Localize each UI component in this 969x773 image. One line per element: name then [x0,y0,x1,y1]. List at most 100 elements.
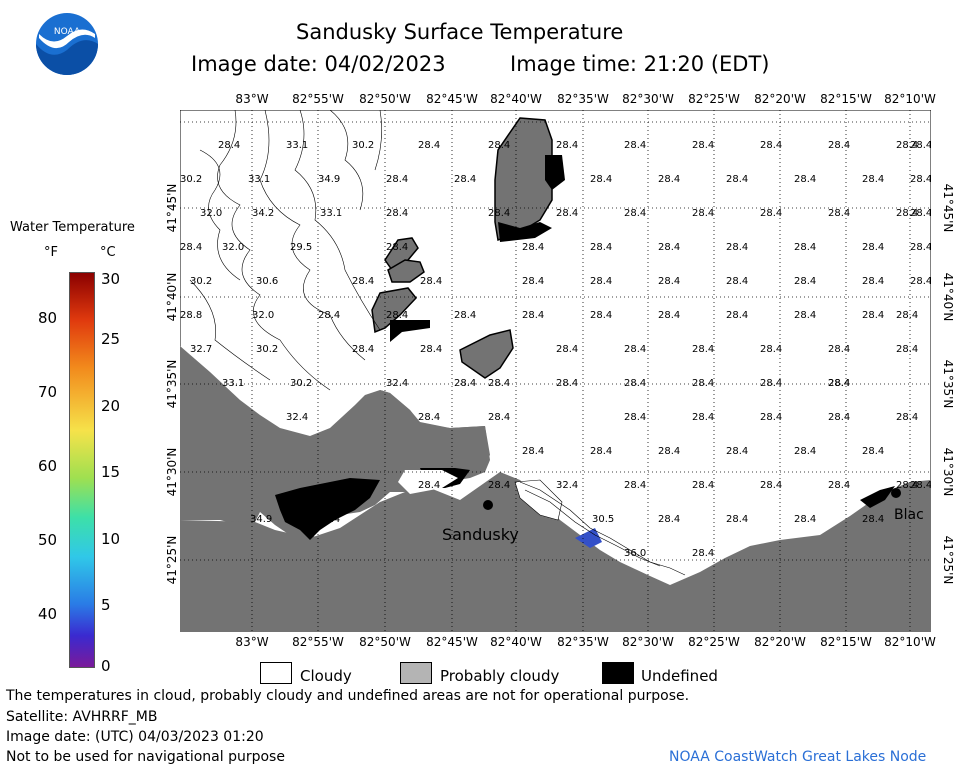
lon-label-top: 82°20'W [754,92,806,106]
lat-label-left: 41°40'N [165,272,179,322]
temperature-value: 34.2 [252,208,274,219]
temperature-value: 28.4 [794,446,816,457]
temperature-value: 33.1 [320,208,342,219]
temperature-value: 32.0 [222,242,244,253]
legend-undefined-label: Undefined [641,667,718,685]
legend-undefined-swatch [602,662,634,684]
unit-f: °F [44,245,58,260]
graticule [180,110,931,632]
temperature-value: 28.4 [828,140,850,151]
temperature-value: 28.4 [418,480,440,491]
colorbar-c-tick: 25 [101,330,121,348]
temperature-value: 28.4 [488,140,510,151]
temperature-value: 28.4 [352,480,374,491]
temperature-value: 28.4 [760,412,782,423]
temperature-value: 28.4 [658,514,680,525]
temperature-value: 28.4 [522,310,544,321]
temperature-value: 28.4 [218,140,240,151]
temperature-value: 28.4 [828,480,850,491]
temperature-value: 28.4 [556,378,578,389]
temperature-value: 28.4 [658,174,680,185]
temperature-value: 28.4 [692,208,714,219]
lon-label-bottom: 82°45'W [426,635,478,649]
temperature-value: 28.4 [794,514,816,525]
temperature-value: 28.4 [862,174,884,185]
map-title: Sandusky Surface Temperature [296,20,624,44]
temperature-value: 28.4 [862,242,884,253]
temperature-value: 28.4 [658,310,680,321]
lon-label-bottom: 82°15'W [820,635,872,649]
undefined-area-5 [390,320,430,342]
cloud-blob-5 [459,329,514,379]
lat-label-right: 41°40'N [941,272,955,322]
temperature-value: 28.4 [590,174,612,185]
temperature-value: 28.4 [352,276,374,287]
temperature-value: 28.4 [862,310,884,321]
lon-label-top: 82°40'W [490,92,542,106]
lon-label-top: 82°25'W [688,92,740,106]
noaa-logo: NOAA [36,13,98,75]
contour-lines [189,110,686,576]
temperature-value: 28.4 [658,446,680,457]
temperature-value: 28.4 [794,242,816,253]
colorbar [69,272,95,668]
lon-label-top: 82°55'W [292,92,344,106]
footer-note: The temperatures in cloud, probably clou… [6,688,690,704]
temperature-value: 32.7 [190,344,212,355]
temperature-value: 30.2 [290,378,312,389]
lon-label-bottom: 82°50'W [359,635,411,649]
temperature-value: 28.4 [828,378,850,389]
lon-label-top: 82°45'W [426,92,478,106]
colorbar-c-tick: 0 [101,657,111,675]
temperature-value: 28.4 [760,344,782,355]
lon-label-bottom: 82°30'W [622,635,674,649]
temperature-value: 28.4 [896,208,918,219]
temperature-value: 28.4 [418,412,440,423]
undefined-area-6 [860,486,895,508]
temperature-value: 34.9 [250,514,272,525]
lon-label-bottom: 82°20'W [754,635,806,649]
lon-label-top: 83°W [235,92,269,106]
lat-label-right: 41°25'N [941,535,955,585]
lon-label-top: 82°15'W [820,92,872,106]
temperature-value: 28.4 [556,140,578,151]
footer-nav-warning: Not to be used for navigational purpose [6,749,285,765]
colorbar-f-tick: 60 [38,457,58,475]
temperature-value: 28.4 [658,242,680,253]
lat-label-left: 41°45'N [165,183,179,233]
temperature-value: 28.4 [454,174,476,185]
temperature-value: 28.4 [386,310,408,321]
lon-label-top: 82°10'W [884,92,936,106]
temperature-value: 32.4 [556,480,578,491]
temperature-value: 28.4 [522,276,544,287]
temperature-value: 28.4 [318,310,340,321]
sandusky-dot [483,500,493,510]
temperature-value: 32.0 [252,310,274,321]
black-dot [891,488,901,498]
lat-label-right: 41°45'N [941,183,955,233]
temperature-value: 28.4 [692,378,714,389]
legend-cloudy-label: Cloudy [300,667,352,685]
temperature-value: 28.4 [726,276,748,287]
colorbar-f-tick: 40 [38,605,58,623]
temperature-value: 28.4 [590,242,612,253]
temperature-value: 28.4 [910,174,931,185]
temperature-value: 28.4 [910,208,931,219]
temperature-value: 28.8 [180,310,202,321]
temperature-value: 28.4 [794,174,816,185]
temperature-value: 28.4 [862,276,884,287]
temperature-value: 28.4 [828,412,850,423]
lon-label-top: 82°35'W [557,92,609,106]
temperature-value: 28.4 [910,276,931,287]
temperature-value: 28.4 [726,242,748,253]
lon-label-bottom: 82°10'W [884,635,936,649]
temperature-value: 28.4 [318,514,340,525]
temperature-value: 28.4 [624,140,646,151]
temperature-value: 28.4 [760,378,782,389]
temperature-value: 28.4 [692,412,714,423]
temperature-value: 28.4 [760,480,782,491]
temperature-value: 28.4 [692,140,714,151]
land-area [180,346,490,548]
temperature-value: 28.4 [910,480,931,491]
colorbar-c-tick: 20 [101,397,121,415]
